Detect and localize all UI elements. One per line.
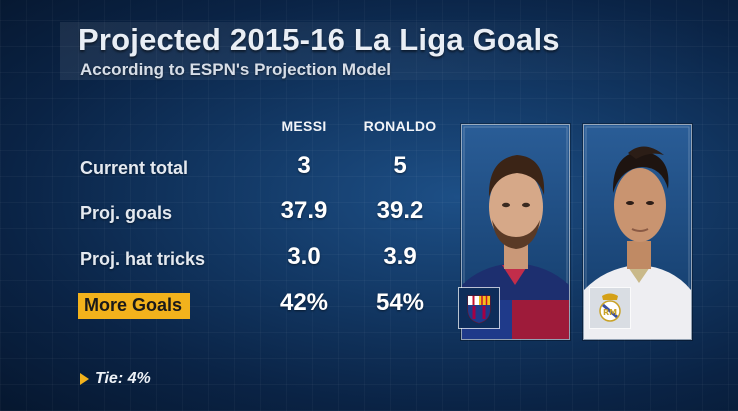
- title-band: [60, 22, 720, 80]
- value-ronaldo-proj-hat-tricks: 3.9: [383, 243, 417, 270]
- tie-note: Tie: 4%: [80, 370, 151, 388]
- real-madrid-crest-icon: RM: [589, 287, 631, 329]
- row-label-proj-goals: Proj. goals: [80, 203, 173, 223]
- play-triangle-icon: [80, 373, 89, 385]
- column-header-messi: MESSI: [281, 118, 327, 134]
- row-label-proj-hat-tricks: Proj. hat tricks: [80, 249, 206, 269]
- value-messi-current-total: 3: [297, 152, 311, 179]
- column-header-ronaldo: RONALDO: [363, 118, 437, 134]
- row-label-current-total: Current total: [80, 158, 188, 178]
- barcelona-crest-icon: [458, 287, 500, 329]
- row-label-more-goals: More Goals: [78, 293, 191, 319]
- value-ronaldo-more-goals: 54%: [375, 289, 425, 316]
- tie-text: Tie: 4%: [95, 370, 151, 387]
- value-messi-more-goals: 42%: [279, 289, 329, 316]
- page-title: Projected 2015-16 La Liga Goals: [78, 22, 560, 57]
- value-ronaldo-current-total: 5: [393, 152, 407, 179]
- svg-text:RM: RM: [603, 308, 617, 317]
- value-ronaldo-proj-goals: 39.2: [376, 197, 424, 224]
- page-subtitle: According to ESPN's Projection Model: [80, 60, 392, 79]
- value-messi-proj-hat-tricks: 3.0: [287, 243, 321, 270]
- value-messi-proj-goals: 37.9: [280, 197, 328, 224]
